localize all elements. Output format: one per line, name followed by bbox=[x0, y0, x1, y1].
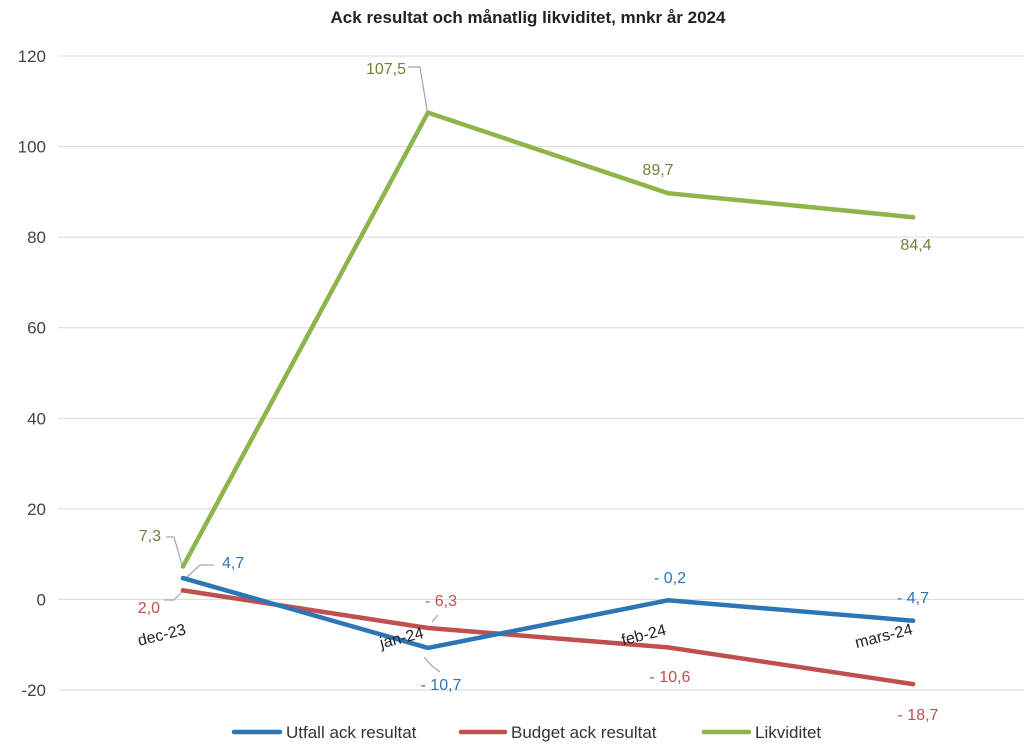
leader-line bbox=[166, 536, 183, 566]
data-point bbox=[665, 645, 671, 650]
leader-line bbox=[423, 656, 441, 673]
legend-label: Budget ack resultat bbox=[511, 723, 657, 742]
data-point bbox=[180, 588, 186, 593]
leader-line bbox=[185, 564, 214, 579]
y-tick-label: 60 bbox=[27, 319, 46, 338]
data-label: - 4,7 bbox=[897, 590, 929, 607]
data-label: 7,3 bbox=[139, 528, 161, 545]
leader-line bbox=[408, 66, 428, 111]
data-point bbox=[910, 214, 916, 220]
data-label: 2,0 bbox=[138, 600, 160, 617]
data-label: 84,4 bbox=[900, 237, 931, 254]
data-label: 89,7 bbox=[642, 162, 673, 179]
x-tick-label: jan-24 bbox=[377, 625, 425, 653]
series-line-2 bbox=[180, 110, 916, 569]
leader-line bbox=[164, 591, 183, 601]
data-label: - 18,7 bbox=[898, 707, 939, 724]
gridlines bbox=[58, 55, 1024, 691]
series-line-0 bbox=[180, 575, 916, 651]
legend-label: Likviditet bbox=[755, 723, 821, 742]
label-leader-lines bbox=[164, 66, 441, 673]
data-point bbox=[665, 190, 671, 196]
data-point bbox=[910, 618, 916, 624]
data-label: 4,7 bbox=[222, 555, 244, 572]
data-label: - 6,3 bbox=[425, 593, 457, 610]
y-tick-label: 0 bbox=[37, 590, 46, 609]
data-point bbox=[180, 575, 186, 581]
series-line-1 bbox=[180, 588, 916, 687]
y-tick-label: 100 bbox=[18, 138, 46, 157]
x-tick-label: mars-24 bbox=[853, 621, 914, 652]
data-label: - 10,7 bbox=[421, 677, 462, 694]
data-labels: 4,7 - 10,7 - 0,2 - 4,7 2,0 - 6,3 - 10,6 - 18,7 7… bbox=[138, 61, 939, 724]
data-point bbox=[910, 681, 916, 687]
data-label: - 10,6 bbox=[650, 669, 691, 686]
data-point bbox=[180, 564, 186, 569]
data-label: - 0,2 bbox=[654, 570, 686, 587]
y-tick-label: 120 bbox=[18, 47, 46, 66]
y-tick-label: -20 bbox=[21, 681, 46, 700]
chart-title: Ack resultat och månatlig likviditet, mn… bbox=[331, 8, 726, 27]
x-tick-label: dec-23 bbox=[136, 621, 188, 649]
legend: Utfall ack resultat Budget ack resultat Li… bbox=[231, 723, 821, 742]
data-point bbox=[425, 110, 431, 115]
leader-line bbox=[431, 614, 439, 623]
y-axis: -20 0 20 40 60 80 100 120 bbox=[18, 47, 46, 700]
y-tick-label: 20 bbox=[27, 500, 46, 519]
data-label: 107,5 bbox=[366, 61, 406, 78]
legend-label: Utfall ack resultat bbox=[286, 723, 417, 742]
data-point bbox=[425, 645, 431, 651]
data-point bbox=[425, 625, 431, 631]
data-point bbox=[665, 598, 671, 603]
y-tick-label: 40 bbox=[27, 409, 46, 428]
series-group bbox=[180, 110, 916, 687]
y-tick-label: 80 bbox=[27, 228, 46, 247]
